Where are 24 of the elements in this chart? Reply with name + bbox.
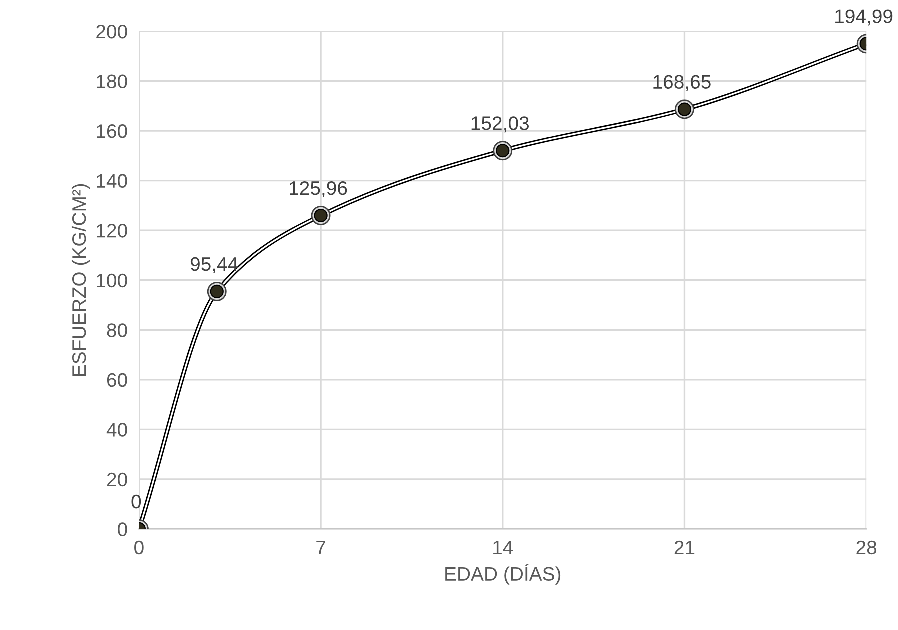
y-tick-label: 80	[107, 324, 128, 338]
y-tick-label: 0	[118, 522, 128, 536]
data-label: 95,44	[190, 257, 238, 274]
data-label: 168,65	[654, 75, 711, 92]
x-axis-title: EDAD (DÍAS)	[446, 564, 561, 585]
x-tick-label: 21	[674, 540, 695, 554]
y-tick-label: 160	[97, 124, 128, 138]
y-tick-label: 140	[97, 174, 128, 188]
y-tick-label: 100	[97, 274, 128, 288]
x-tick-label: 0	[134, 540, 144, 555]
y-tick-label: 60	[107, 373, 128, 388]
data-label: 152,03	[472, 116, 529, 133]
x-tick-label: 7	[316, 541, 326, 554]
data-label: 194,99	[836, 10, 893, 26]
y-tick-label: 40	[106, 423, 128, 437]
y-tick-label: 20	[107, 472, 128, 487]
y-tick-label: 120	[97, 224, 128, 238]
x-tick-label: 28	[856, 540, 877, 555]
data-label: 125,96	[290, 181, 348, 198]
y-tick-label: 180	[97, 74, 128, 89]
y-tick-label: 200	[96, 24, 128, 39]
y-axis-title: ESFUERZO (KG/CM²)	[72, 184, 90, 376]
x-tick-label: 14	[494, 541, 514, 554]
data-label: 0	[132, 494, 142, 509]
